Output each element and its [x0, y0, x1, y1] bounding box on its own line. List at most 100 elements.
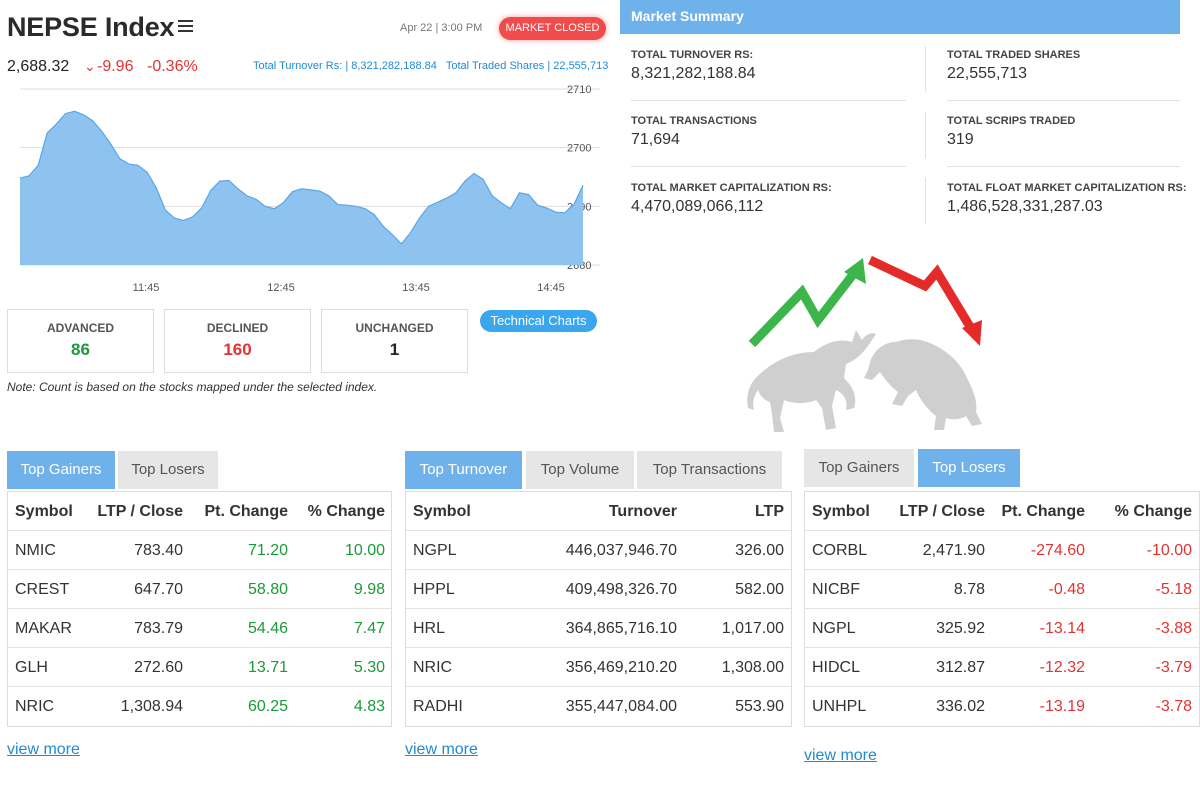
divider [925, 112, 926, 158]
tab-top-volume[interactable]: Top Volume [526, 451, 634, 489]
summary-label: TOTAL TRANSACTIONS [631, 115, 757, 127]
tab-top-transactions[interactable]: Top Transactions [637, 451, 782, 489]
table-cell: 783.40 [134, 542, 183, 559]
summary-value: 1,486,528,331,287.03 [947, 198, 1103, 215]
table-row[interactable]: NRIC 1,308.94 60.25 4.83 [8, 687, 391, 726]
advanced-box: ADVANCED 86 [7, 309, 154, 373]
y-tick-label: 2700 [567, 143, 591, 155]
symbol-link[interactable]: NRIC [413, 659, 453, 676]
unchanged-box: UNCHANGED 1 [321, 309, 468, 373]
divider [631, 100, 906, 101]
declined-box: DECLINED 160 [164, 309, 311, 373]
table-cell: 325.92 [936, 620, 985, 637]
technical-charts-button[interactable]: Technical Charts [480, 310, 597, 332]
table-row[interactable]: MAKAR 783.79 54.46 7.47 [8, 609, 391, 648]
table-row[interactable]: RADHI 355,447,084.00 553.90 [406, 687, 791, 726]
table-cell: 647.70 [134, 581, 183, 598]
table-cell: 58.80 [247, 581, 288, 598]
symbol-link[interactable]: MAKAR [15, 620, 72, 637]
as-of-timestamp: Apr 22 | 3:00 PM [400, 22, 483, 34]
summary-market-cap: TOTAL MARKET CAPITALIZATION RS: 4,470,08… [631, 182, 906, 216]
table-row[interactable]: HPPL 409,498,326.70 582.00 [406, 570, 791, 609]
summary-value: 71,694 [631, 131, 680, 148]
table-cell: 7.47 [353, 620, 385, 637]
turnover-strip-turnover: Total Turnover Rs: | 8,321,282,188.84 [253, 60, 437, 72]
table-cell: 1,308.94 [120, 698, 183, 715]
table-row[interactable]: NGPL 446,037,946.70 326.00 [406, 531, 791, 570]
gainers-table: Symbol LTP / Close Pt. Change % Change NMIC 7… [7, 491, 392, 727]
tab-top-gainers[interactable]: Top Gainers [804, 449, 914, 487]
symbol-link[interactable]: GLH [15, 659, 48, 676]
market-summary-header: Market Summary [620, 0, 1180, 34]
summary-label: TOTAL SCRIPS TRADED [947, 115, 1076, 127]
column-header: Symbol [15, 503, 73, 520]
symbol-link[interactable]: CORBL [812, 542, 868, 559]
menu-icon[interactable] [178, 20, 193, 34]
turnover-view-more-link[interactable]: view more [405, 741, 478, 758]
symbol-link[interactable]: NMIC [15, 542, 56, 559]
chart-line [19, 110, 584, 245]
table-row[interactable]: HIDCL 312.87 -12.32 -3.79 [805, 648, 1199, 687]
divider [925, 46, 926, 92]
table-row[interactable]: NICBF 8.78 -0.48 -5.18 [805, 570, 1199, 609]
divider [947, 100, 1180, 101]
table-cell: 356,469,210.20 [565, 659, 677, 676]
market-status-badge: MARKET CLOSED [499, 17, 606, 40]
table-cell: 783.79 [134, 620, 183, 637]
index-point-change: -9.96 [97, 58, 134, 75]
symbol-link[interactable]: NRIC [15, 698, 55, 715]
table-cell: 355,447,084.00 [565, 698, 677, 715]
symbol-link[interactable]: UNHPL [812, 698, 867, 715]
column-header: Symbol [413, 503, 471, 520]
table-cell: 2,471.90 [922, 542, 985, 559]
table-row[interactable]: CREST 647.70 58.80 9.98 [8, 570, 391, 609]
summary-scrips-traded: TOTAL SCRIPS TRADED 319 [947, 115, 1200, 149]
x-tick-label: 11:45 [133, 282, 160, 294]
table-row[interactable]: UNHPL 336.02 -13.19 -3.78 [805, 687, 1199, 726]
gainers-view-more-link[interactable]: view more [7, 741, 80, 758]
symbol-link[interactable]: CREST [15, 581, 70, 598]
summary-value: 8,321,282,188.84 [631, 65, 756, 82]
symbol-link[interactable]: HIDCL [812, 659, 861, 676]
symbol-link[interactable]: NICBF [812, 581, 860, 598]
bear-icon [864, 339, 982, 430]
table-cell: 1,017.00 [721, 620, 784, 637]
index-value: 2,688.32 [7, 58, 70, 75]
symbol-link[interactable]: HRL [413, 620, 446, 637]
tab-top-gainers[interactable]: Top Gainers [7, 451, 115, 489]
declined-label: DECLINED [206, 321, 269, 335]
tab-top-losers[interactable]: Top Losers [118, 451, 218, 489]
table-cell: 10.00 [344, 542, 385, 559]
table-row[interactable]: HRL 364,865,716.10 1,017.00 [406, 609, 791, 648]
divider [925, 178, 926, 224]
table-row[interactable]: NGPL 325.92 -13.14 -3.88 [805, 609, 1199, 648]
tab-top-turnover[interactable]: Top Turnover [405, 451, 522, 489]
table-row[interactable]: NRIC 356,469,210.20 1,308.00 [406, 648, 791, 687]
symbol-link[interactable]: HPPL [413, 581, 455, 598]
column-header: Symbol [812, 503, 870, 520]
table-cell: -3.78 [1155, 698, 1192, 715]
divider [947, 166, 1180, 167]
turnover-table: Symbol Turnover LTP NGPL 446,037,946.70 326.0… [405, 491, 792, 727]
summary-value: 319 [947, 131, 974, 148]
column-header: Pt. Change [1001, 503, 1085, 520]
symbol-link[interactable]: NGPL [812, 620, 856, 637]
summary-label: TOTAL TURNOVER RS: [631, 49, 754, 61]
table-cell: 9.98 [353, 581, 385, 598]
column-header: LTP / Close [97, 503, 183, 520]
table-row[interactable]: CORBL 2,471.90 -274.60 -10.00 [805, 531, 1199, 570]
tab-top-losers[interactable]: Top Losers [918, 449, 1020, 487]
summary-float-market-cap: TOTAL FLOAT MARKET CAPITALIZATION RS: 1,… [947, 182, 1197, 216]
summary-label: TOTAL MARKET CAPITALIZATION RS: [631, 182, 832, 194]
table-cell: 312.87 [936, 659, 985, 676]
losers-view-more-link[interactable]: view more [804, 747, 877, 764]
bull-bear-illustration [740, 250, 1000, 440]
table-row[interactable]: NMIC 783.40 71.20 10.00 [8, 531, 391, 570]
summary-value: 4,470,089,066,112 [631, 198, 764, 215]
symbol-link[interactable]: NGPL [413, 542, 457, 559]
symbol-link[interactable]: RADHI [413, 698, 463, 715]
table-row[interactable]: GLH 272.60 13.71 5.30 [8, 648, 391, 687]
table-cell: 336.02 [936, 698, 985, 715]
turnover-strip: Total Turnover Rs: | 8,321,282,188.84 To… [253, 60, 608, 72]
